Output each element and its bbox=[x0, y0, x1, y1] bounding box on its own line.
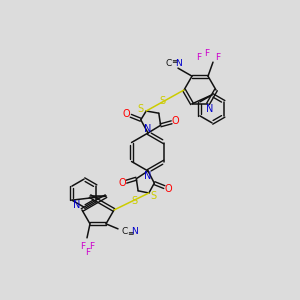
Text: O: O bbox=[172, 116, 179, 126]
Text: ≡: ≡ bbox=[127, 230, 133, 238]
Text: F: F bbox=[89, 242, 94, 251]
Text: N: N bbox=[144, 171, 152, 181]
Text: N: N bbox=[206, 104, 214, 114]
Text: F: F bbox=[204, 49, 210, 58]
Text: N: N bbox=[144, 124, 152, 134]
Text: ≡: ≡ bbox=[171, 57, 177, 66]
Text: O: O bbox=[123, 109, 130, 119]
Text: F: F bbox=[215, 52, 220, 62]
Text: S: S bbox=[151, 191, 157, 201]
Text: F: F bbox=[85, 248, 91, 257]
Text: S: S bbox=[137, 104, 143, 114]
Text: N: N bbox=[132, 227, 138, 236]
Text: C: C bbox=[166, 58, 172, 68]
Text: O: O bbox=[118, 178, 126, 188]
Text: C: C bbox=[122, 227, 128, 236]
Text: S: S bbox=[131, 196, 137, 206]
Text: F: F bbox=[196, 52, 202, 62]
Text: F: F bbox=[80, 242, 86, 251]
Text: O: O bbox=[164, 184, 172, 194]
Text: N: N bbox=[176, 58, 182, 68]
Text: S: S bbox=[159, 95, 165, 106]
Text: N: N bbox=[73, 200, 81, 210]
